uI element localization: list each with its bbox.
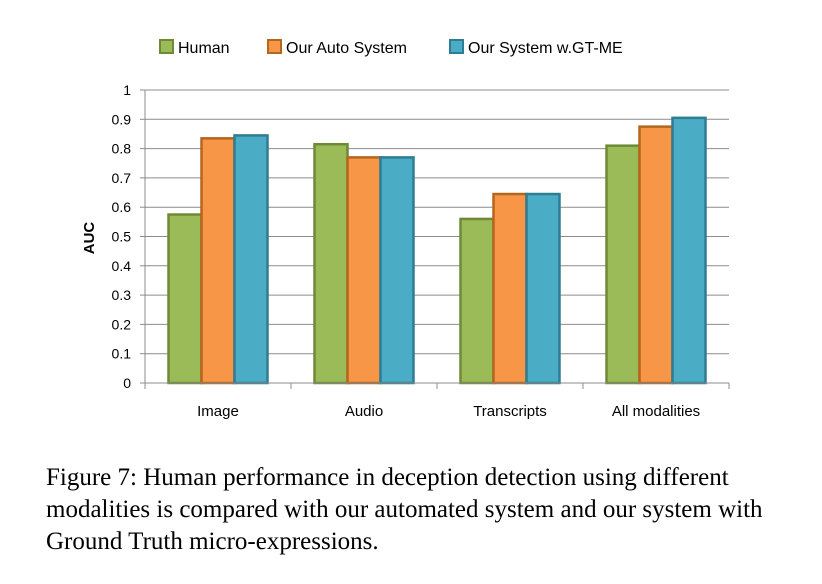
bar-chart: Human Our Auto System Our System w.GT-ME A… xyxy=(81,39,730,420)
bar xyxy=(200,137,236,385)
y-tick-label: 0.6 xyxy=(112,199,132,215)
legend: Human Our Auto System Our System w.GT-ME xyxy=(159,39,623,57)
legend-label: Our Auto System xyxy=(286,40,407,57)
y-axis-ticks: 0 0.1 0.2 0.3 0.4 0.5 0.6 0.7 0.8 0.9 1 xyxy=(112,82,146,391)
y-tick-label: 0.1 xyxy=(112,346,132,362)
y-tick-label: 0 xyxy=(123,375,131,391)
bars xyxy=(167,116,707,385)
bar xyxy=(313,142,349,385)
x-tick-label: Audio xyxy=(345,403,383,420)
y-tick-label: 1 xyxy=(123,82,131,98)
y-tick-label: 0.4 xyxy=(112,258,132,274)
legend-label: Human xyxy=(178,40,230,57)
bar xyxy=(525,192,561,385)
bar xyxy=(638,125,674,385)
bar xyxy=(459,217,495,385)
legend-swatch xyxy=(449,39,464,54)
x-tick-label: Transcripts xyxy=(473,403,547,420)
x-tick-label: All modalities xyxy=(612,403,700,420)
y-axis-label: AUC xyxy=(81,222,98,255)
bar xyxy=(671,116,707,385)
y-tick-label: 0.8 xyxy=(112,141,132,157)
y-tick-label: 0.2 xyxy=(112,316,132,332)
x-tick-label: Image xyxy=(197,403,239,420)
x-axis: Image Audio Transcripts All modalities xyxy=(144,382,730,420)
legend-label: Our System w.GT-ME xyxy=(468,40,623,57)
bar xyxy=(233,134,269,385)
bar xyxy=(379,156,415,385)
bar xyxy=(492,192,528,385)
y-tick-label: 0.5 xyxy=(112,229,132,245)
figure-caption: Figure 7: Human performance in deception… xyxy=(46,464,763,555)
bar xyxy=(605,144,641,385)
y-tick-label: 0.9 xyxy=(112,111,132,127)
bar xyxy=(346,156,382,385)
y-tick-label: 0.7 xyxy=(112,170,132,186)
y-tick-label: 0.3 xyxy=(112,287,132,303)
legend-swatch xyxy=(159,39,174,54)
bar xyxy=(167,213,203,385)
legend-swatch xyxy=(267,39,282,54)
